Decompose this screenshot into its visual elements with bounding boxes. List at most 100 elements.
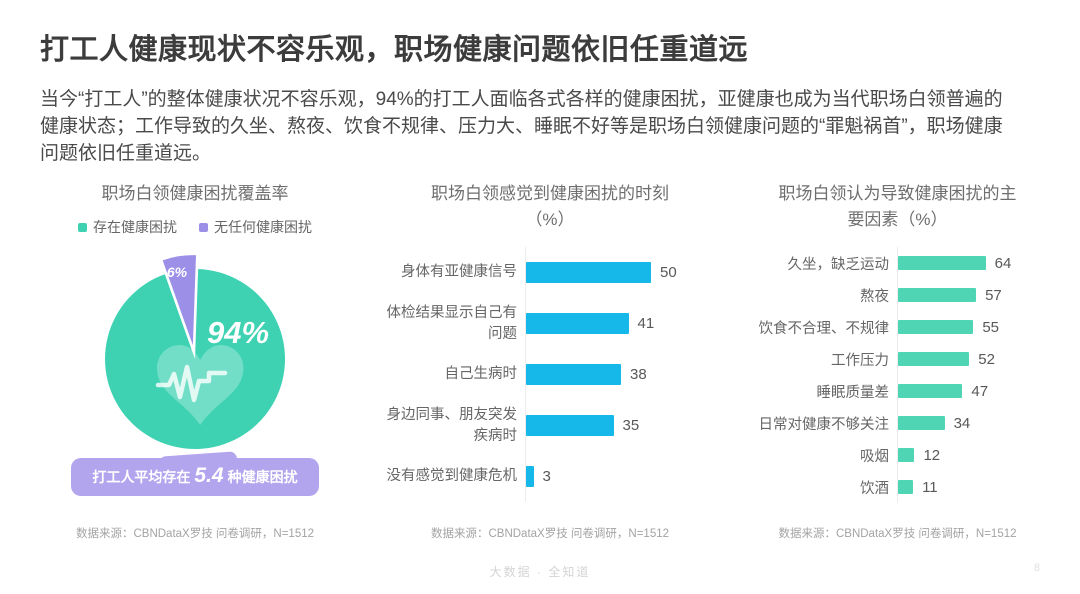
bar [526, 313, 629, 334]
banner-text-prefix: 打工人平均存在 [92, 469, 191, 485]
legend-swatch-purple-icon [199, 222, 208, 232]
bar [526, 364, 621, 385]
bar-value-label: 64 [994, 254, 1012, 272]
bar-category-label: 体检结果显示自己有问题 [386, 305, 518, 342]
bar-row: 饮酒 11 [725, 471, 1070, 503]
bar-track: 57 [897, 279, 1070, 311]
bar-category-label: 身边同事、朋友突发疾病时 [386, 407, 518, 444]
intro-paragraph: 当今“打工人”的整体健康状况不容乐观，94%的打工人面临各式各样的健康困扰，亚健… [40, 89, 1003, 164]
bar-row: 没有感觉到健康危机 3 [385, 451, 715, 502]
bar-track: 52 [897, 343, 1070, 375]
chart-title-line2: 要因素（%） [847, 210, 948, 229]
legend-label: 无任何健康困扰 [214, 219, 312, 235]
bar-value-label: 55 [982, 318, 1000, 336]
bar [898, 448, 915, 462]
bar-value-label: 52 [978, 350, 995, 368]
bar-category-label: 吸烟 [860, 448, 889, 465]
average-troubles-banner: 打工人平均存在 5.4 种健康困扰 [71, 458, 319, 496]
pie-slice [105, 269, 285, 449]
bar-category-label: 饮酒 [860, 480, 889, 497]
bar-row: 睡眠质量差 47 [725, 375, 1070, 407]
bar [526, 415, 614, 436]
factors-chart-title: 职场白领认为导致健康困扰的主 要因素（%） [725, 181, 1070, 233]
bar-track: 50 [525, 247, 715, 298]
page-title: 打工人健康现状不容乐观，职场健康问题依旧任重道远 [40, 34, 749, 66]
bar [898, 256, 986, 270]
bar-row: 吸烟 12 [725, 439, 1070, 471]
bar-category-label: 睡眠质量差 [816, 384, 890, 401]
bar-track: 47 [897, 375, 1070, 407]
bar-track: 38 [525, 349, 715, 400]
bar-value-label: 11 [922, 478, 938, 496]
chart-title-line1: 职场白领感觉到健康困扰的时刻 [431, 184, 669, 203]
bar-track: 34 [897, 407, 1070, 439]
bar-value-label: 12 [923, 446, 941, 464]
bar [898, 480, 914, 494]
pie-chart-svg: 94% 6% [105, 255, 285, 449]
bar [898, 288, 977, 302]
bar-row: 自己生病时 38 [385, 349, 715, 400]
moments-bars: 身体有亚健康信号 50 体检结果显示自己有问题 41 自己生病时 38 身边同事、朋友突发疾… [385, 247, 715, 502]
bar [898, 352, 970, 366]
bar-track: 11 [897, 471, 1070, 503]
data-source-caption: 数据来源：CBNDataX罗技 问卷调研，N=1512 [430, 528, 670, 540]
ekg-line-icon [155, 364, 228, 403]
legend-swatch-green-icon [78, 222, 87, 232]
bar [898, 416, 945, 430]
data-source-caption: 数据来源：CBNDataX罗技 问卷调研，N=1512 [778, 528, 1017, 540]
bar-value-label: 57 [985, 286, 1002, 304]
bar [526, 262, 651, 283]
bar-value-label: 3 [542, 468, 551, 485]
legend-item-has-trouble: 存在健康困扰 [78, 217, 177, 237]
bar-row: 体检结果显示自己有问题 41 [385, 298, 715, 349]
bar-category-label: 身体有亚健康信号 [401, 264, 517, 281]
pie-value-6: 6% [167, 264, 188, 280]
bar-track: 3 [525, 451, 715, 502]
bar-category-label: 久坐，缺乏运动 [787, 256, 890, 273]
bar-value-label: 41 [637, 315, 655, 332]
footer-watermark: 大数据 · 全知道 [489, 565, 591, 579]
bar-value-label: 47 [971, 382, 989, 400]
bar [526, 466, 534, 487]
page-number: 8 [1033, 562, 1040, 574]
bar-track: 64 [897, 247, 1070, 279]
moments-chart-title: 职场白领感觉到健康困扰的时刻 （%） [385, 181, 715, 233]
banner-text-suffix: 种健康困扰 [227, 469, 298, 485]
bar-row: 身体有亚健康信号 50 [385, 247, 715, 298]
bar-row: 久坐，缺乏运动 64 [725, 247, 1070, 279]
bar-category-label: 熬夜 [860, 288, 889, 305]
bar-row: 工作压力 52 [725, 343, 1070, 375]
pie-chart-section: 职场白领健康困扰覆盖率 存在健康困扰 无任何健康困扰 94% 6% 打工人平均存… [40, 175, 350, 560]
bar-value-label: 34 [953, 414, 971, 432]
bar-category-label: 没有感觉到健康危机 [386, 468, 518, 485]
pie-value-94: 94% [207, 315, 269, 350]
factors-bar-chart-section: 职场白领认为导致健康困扰的主 要因素（%） 久坐，缺乏运动 64 熬夜 57 饮食不合理… [725, 175, 1070, 560]
legend-item-no-trouble: 无任何健康困扰 [199, 217, 312, 237]
factors-bars: 久坐，缺乏运动 64 熬夜 57 饮食不合理、不规律 55 工作压力 52 睡眠质量差 47 日常对… [725, 247, 1070, 503]
bar-row: 熬夜 57 [725, 279, 1070, 311]
bar-track: 55 [897, 311, 1070, 343]
bar [898, 320, 974, 334]
bar-row: 饮食不合理、不规律 55 [725, 311, 1070, 343]
banner-highlight-value: 5.4 [194, 464, 224, 487]
bar-track: 41 [525, 298, 715, 349]
chart-title-line1: 职场白领认为导致健康困扰的主 [778, 184, 1017, 203]
bar-value-label: 38 [630, 366, 647, 383]
bar-row: 身边同事、朋友突发疾病时 35 [385, 400, 715, 451]
pie-chart: 94% 6% [80, 247, 310, 459]
pie-legend: 存在健康困扰 无任何健康困扰 [40, 217, 350, 237]
legend-label: 存在健康困扰 [93, 219, 177, 235]
bar-category-label: 日常对健康不够关注 [758, 416, 890, 433]
bar-row: 日常对健康不够关注 34 [725, 407, 1070, 439]
bar-value-label: 35 [622, 417, 640, 434]
bar-track: 12 [897, 439, 1070, 471]
bar-value-label: 50 [660, 264, 677, 281]
bar-category-label: 饮食不合理、不规律 [758, 320, 890, 337]
bar [898, 384, 963, 398]
bar-track: 35 [525, 400, 715, 451]
data-source-caption: 数据来源：CBNDataX罗技 问卷调研，N=1512 [75, 528, 315, 540]
pie-chart-title: 职场白领健康困扰覆盖率 [101, 184, 289, 203]
bar-category-label: 工作压力 [831, 352, 889, 369]
pie-slice [162, 255, 196, 346]
chart-title-line2: （%） [525, 210, 575, 229]
